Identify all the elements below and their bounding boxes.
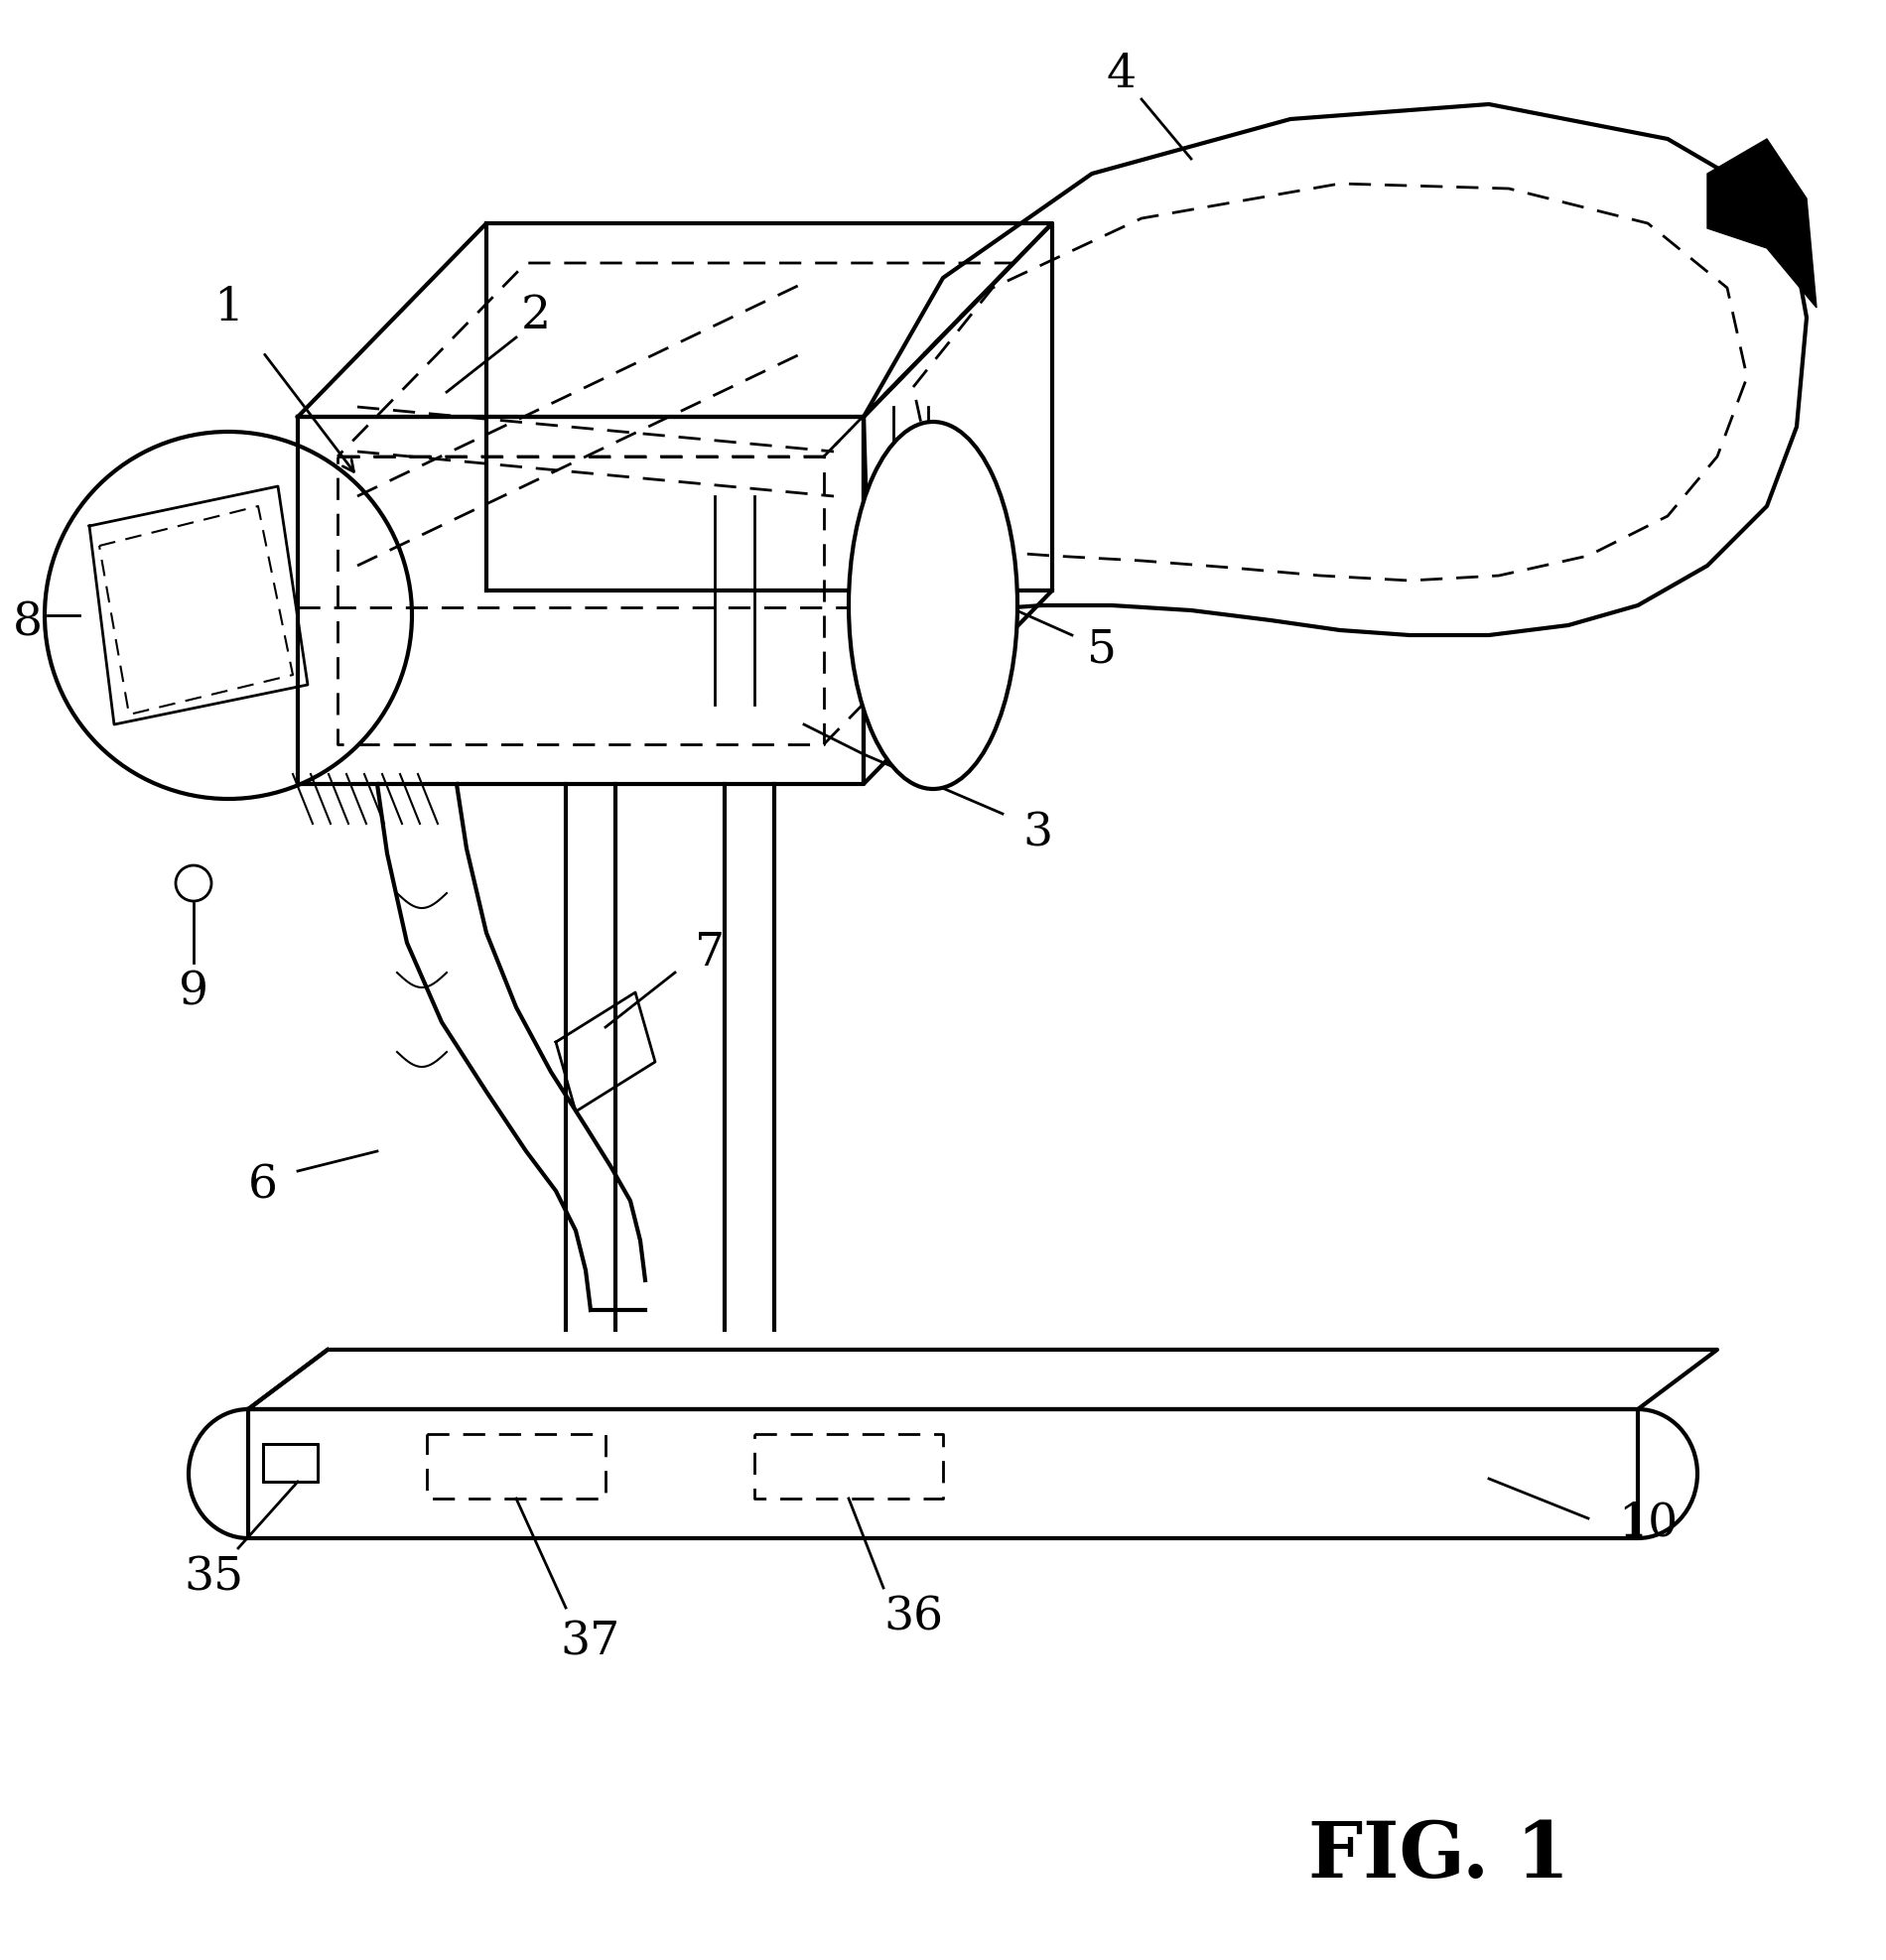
Text: 36: 36 xyxy=(883,1595,943,1641)
Text: 6: 6 xyxy=(249,1164,277,1209)
Text: 5: 5 xyxy=(1086,627,1117,672)
Polygon shape xyxy=(1707,139,1816,308)
Text: 4: 4 xyxy=(1107,53,1137,96)
Text: 2: 2 xyxy=(521,294,551,337)
Text: 1: 1 xyxy=(213,286,243,329)
Text: 10: 10 xyxy=(1618,1501,1679,1546)
Ellipse shape xyxy=(849,421,1017,790)
Text: 37: 37 xyxy=(560,1621,620,1664)
Text: 35: 35 xyxy=(183,1556,243,1601)
Text: 8: 8 xyxy=(13,602,43,645)
Text: 3: 3 xyxy=(1022,811,1052,857)
Bar xyxy=(262,1445,317,1482)
Text: 7: 7 xyxy=(694,931,724,976)
Text: FIG. 1: FIG. 1 xyxy=(1309,1819,1569,1893)
Text: 9: 9 xyxy=(179,970,209,1015)
